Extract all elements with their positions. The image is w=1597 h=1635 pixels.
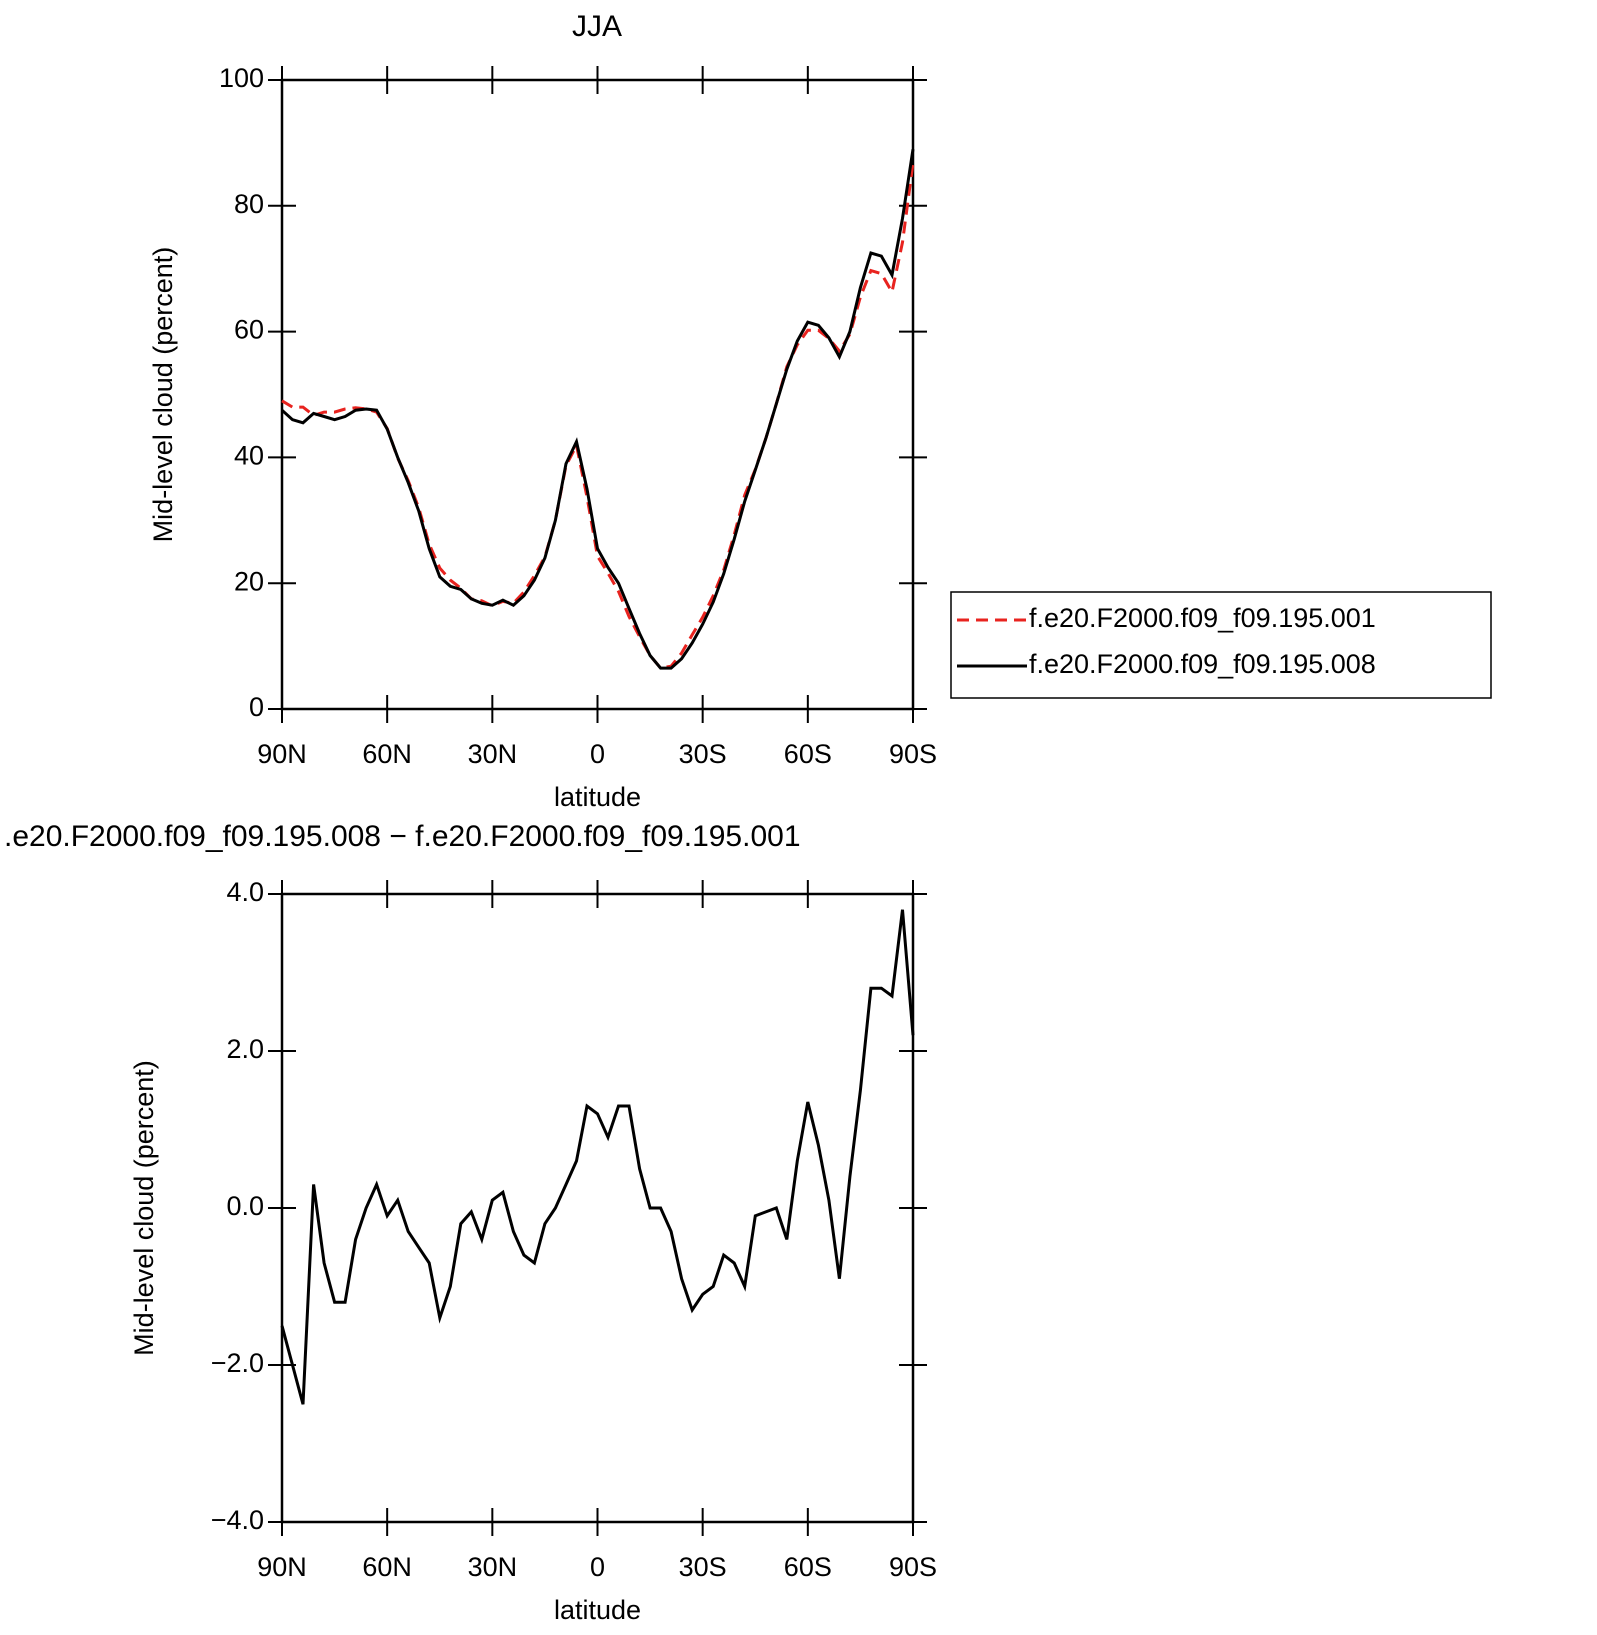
x-tick-label: 90N bbox=[257, 1552, 307, 1582]
legend-box bbox=[950, 591, 1492, 699]
x-tick-label: 60N bbox=[362, 739, 412, 769]
y-tick-label: 0.0 bbox=[226, 1191, 264, 1221]
y-tick-label: 20 bbox=[234, 566, 264, 596]
legend-label: f.e20.F2000.f09_f09.195.008 bbox=[1029, 649, 1376, 679]
x-tick-label: 30S bbox=[679, 739, 727, 769]
chart-title: JJA bbox=[572, 10, 622, 43]
data-line bbox=[280, 909, 915, 1405]
x-tick-label: 60S bbox=[784, 739, 832, 769]
y-tick-label: −4.0 bbox=[211, 1505, 264, 1535]
y-tick-label: 80 bbox=[234, 189, 264, 219]
y-tick-label: 2.0 bbox=[226, 1034, 264, 1064]
x-tick-label: 60S bbox=[784, 1552, 832, 1582]
x-axis-label: latitude bbox=[554, 1595, 641, 1625]
x-tick-label: 90N bbox=[257, 739, 307, 769]
x-axis-label: latitude bbox=[554, 782, 641, 812]
chart-title: .e20.F2000.f09_f09.195.008 − f.e20.F2000… bbox=[4, 820, 801, 853]
x-tick-label: 60N bbox=[362, 1552, 412, 1582]
y-tick-label: 40 bbox=[234, 441, 264, 471]
data-line bbox=[281, 162, 915, 670]
y-tick-label: 4.0 bbox=[226, 877, 264, 907]
x-tick-label: 30S bbox=[679, 1552, 727, 1582]
y-axis-label: Mid-level cloud (percent) bbox=[129, 1060, 159, 1356]
x-tick-label: 90S bbox=[889, 1552, 937, 1582]
y-axis-label: Mid-level cloud (percent) bbox=[148, 247, 178, 543]
plot-frame bbox=[280, 892, 915, 1524]
x-tick-label: 30N bbox=[468, 1552, 518, 1582]
y-tick-label: 100 bbox=[219, 63, 264, 93]
plot-frame bbox=[280, 78, 915, 711]
x-tick-label: 30N bbox=[468, 739, 518, 769]
y-tick-label: −2.0 bbox=[211, 1348, 264, 1378]
legend-label: f.e20.F2000.f09_f09.195.001 bbox=[1029, 603, 1376, 633]
data-line bbox=[280, 148, 915, 670]
y-tick-label: 0 bbox=[249, 692, 264, 722]
x-tick-label: 0 bbox=[590, 1552, 605, 1582]
x-tick-label: 90S bbox=[889, 739, 937, 769]
y-tick-label: 60 bbox=[234, 315, 264, 345]
x-tick-label: 0 bbox=[590, 739, 605, 769]
